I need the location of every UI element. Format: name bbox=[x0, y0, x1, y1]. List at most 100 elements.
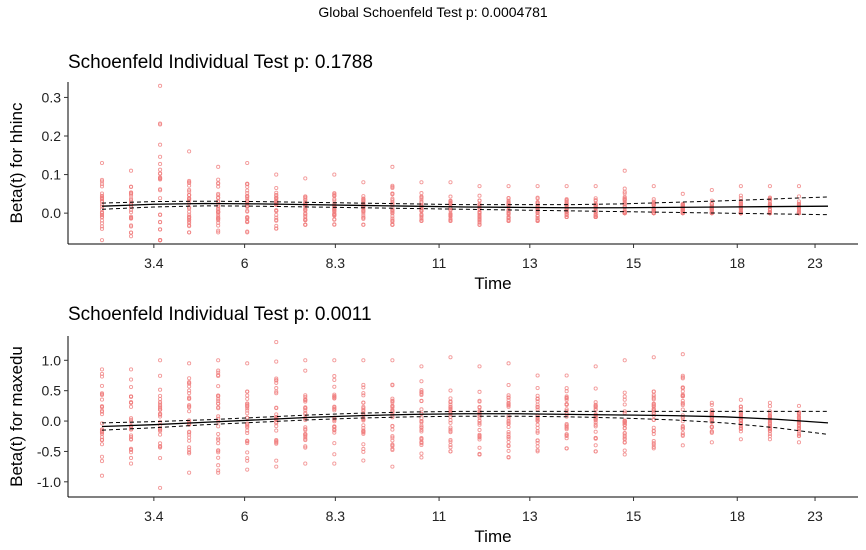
residual-point bbox=[390, 185, 395, 191]
residual-point bbox=[361, 408, 366, 414]
residual-point bbox=[245, 188, 250, 193]
residual-point bbox=[651, 401, 656, 407]
residual-point bbox=[477, 210, 482, 215]
residual-point bbox=[709, 413, 714, 418]
residual-point bbox=[99, 367, 105, 372]
residual-point bbox=[448, 217, 453, 222]
residual-point bbox=[796, 184, 802, 189]
residual-point bbox=[128, 377, 134, 382]
residual-point bbox=[158, 177, 163, 182]
residual-point bbox=[651, 444, 656, 450]
residual-point bbox=[332, 424, 337, 429]
residual-point bbox=[419, 399, 424, 404]
residual-point bbox=[390, 435, 395, 440]
residual-point bbox=[274, 380, 279, 385]
y-tick-label: -0.5 bbox=[37, 443, 61, 459]
residual-point bbox=[477, 434, 482, 439]
residual-point bbox=[332, 461, 337, 466]
residual-point bbox=[274, 212, 279, 217]
residual-point bbox=[128, 196, 134, 201]
residual-point bbox=[216, 210, 221, 215]
residual-point bbox=[158, 456, 163, 461]
residual-point bbox=[448, 212, 453, 218]
residual-point bbox=[535, 386, 540, 391]
x-tick-label: 15 bbox=[626, 255, 642, 271]
residual-point bbox=[390, 358, 395, 363]
residual-point bbox=[361, 391, 366, 396]
residual-point bbox=[361, 382, 366, 387]
residual-point bbox=[564, 433, 569, 438]
residual-point bbox=[158, 167, 163, 172]
residual-point bbox=[680, 403, 685, 408]
residual-point bbox=[128, 168, 134, 173]
residual-point bbox=[419, 218, 424, 223]
residual-point bbox=[390, 398, 395, 403]
residual-point bbox=[680, 394, 685, 399]
residual-point bbox=[622, 189, 627, 194]
residual-point bbox=[158, 83, 163, 88]
residual-point bbox=[99, 392, 105, 397]
y-tick-label: 1.0 bbox=[42, 352, 62, 368]
residual-point bbox=[564, 373, 569, 378]
residual-point bbox=[99, 238, 105, 243]
residual-point bbox=[128, 447, 134, 453]
residual-point bbox=[506, 429, 511, 435]
residual-point bbox=[274, 193, 279, 198]
residual-point bbox=[390, 403, 395, 408]
residual-point bbox=[99, 437, 105, 442]
residual-point bbox=[332, 452, 337, 457]
residual-point bbox=[274, 340, 279, 345]
residual-point bbox=[274, 195, 279, 200]
residual-point bbox=[622, 211, 627, 216]
residual-point bbox=[332, 222, 337, 227]
residual-point bbox=[158, 154, 163, 159]
residual-point bbox=[419, 436, 424, 441]
residual-point bbox=[245, 219, 250, 225]
residual-point bbox=[274, 223, 279, 228]
residual-point bbox=[390, 164, 395, 169]
residual-point bbox=[361, 222, 366, 227]
residual-point bbox=[128, 223, 134, 228]
x-tick-label: 3.4 bbox=[144, 508, 164, 524]
residual-point bbox=[796, 431, 802, 437]
residual-point bbox=[274, 215, 279, 220]
residual-point bbox=[622, 202, 627, 207]
residual-point bbox=[187, 391, 192, 396]
residual-point bbox=[245, 389, 250, 394]
residual-point bbox=[419, 216, 424, 221]
x-tick-label: 8.3 bbox=[326, 508, 346, 524]
residual-point bbox=[419, 203, 424, 208]
residual-point bbox=[216, 177, 221, 182]
y-axis-title: Beta(t) for hhinc bbox=[7, 102, 26, 223]
residual-point bbox=[187, 219, 192, 224]
residual-point bbox=[593, 402, 598, 407]
residual-point bbox=[622, 168, 627, 173]
residual-point bbox=[303, 432, 308, 437]
residual-point bbox=[651, 408, 656, 413]
residual-point bbox=[419, 390, 424, 395]
residual-point bbox=[99, 226, 105, 231]
residual-point bbox=[448, 404, 453, 409]
residual-point bbox=[564, 212, 569, 217]
x-tick-label: 23 bbox=[807, 508, 823, 524]
residual-point bbox=[99, 404, 105, 409]
residual-point bbox=[187, 447, 192, 452]
residual-point bbox=[361, 209, 366, 214]
residual-point bbox=[651, 428, 656, 433]
residual-point bbox=[332, 377, 337, 382]
residual-point bbox=[506, 361, 511, 366]
residual-point bbox=[128, 210, 134, 215]
residual-point bbox=[274, 437, 279, 443]
residual-point bbox=[274, 417, 279, 422]
residual-point bbox=[419, 427, 424, 432]
residual-point bbox=[158, 485, 163, 490]
residual-point bbox=[506, 198, 511, 203]
residual-point bbox=[361, 213, 366, 218]
residual-point bbox=[303, 408, 308, 413]
residual-point bbox=[390, 443, 395, 448]
residual-point bbox=[99, 182, 105, 187]
residual-point bbox=[419, 442, 424, 448]
residual-point bbox=[128, 455, 134, 461]
residual-point bbox=[216, 218, 221, 223]
beta-line bbox=[101, 413, 829, 428]
